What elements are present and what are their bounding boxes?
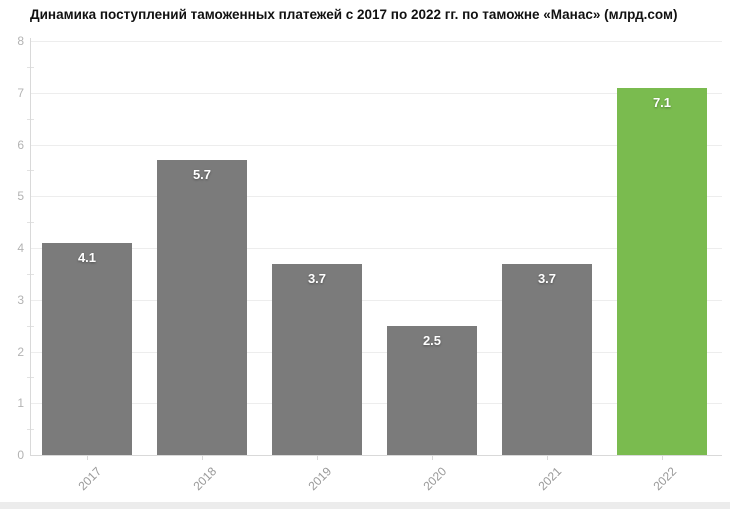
bar-value-label-2020: 2.5 xyxy=(422,332,442,348)
gridline-2 xyxy=(30,351,722,353)
y-tick-label-3: 3 xyxy=(17,292,24,307)
y-tick-label-4: 4 xyxy=(17,241,24,255)
y-axis-line xyxy=(30,38,31,455)
x-tick-2021 xyxy=(547,456,548,460)
x-tick-2019 xyxy=(317,456,318,460)
bar-value-label-2022: 7.1 xyxy=(652,94,672,110)
gridline-8 xyxy=(30,41,722,42)
bar-2022[interactable] xyxy=(617,87,707,455)
gridline-7 xyxy=(30,92,722,94)
y-tick-label-5: 5 xyxy=(17,189,24,204)
gridline-4 xyxy=(30,248,722,249)
bar-value-label-2018: 5.7 xyxy=(192,167,212,182)
x-tick-2020 xyxy=(432,456,433,460)
gridline-1 xyxy=(30,403,722,405)
bar-2021[interactable] xyxy=(502,263,592,455)
bottom-edge-strip xyxy=(0,502,730,509)
x-axis-line xyxy=(30,455,722,456)
x-tick-2017 xyxy=(87,456,88,460)
bar-value-label-2021: 3.7 xyxy=(537,270,557,286)
y-tick-label-8: 8 xyxy=(17,34,24,48)
y-tick-label-2: 2 xyxy=(17,344,24,359)
bar-2018[interactable] xyxy=(157,160,247,455)
y-tick-label-0: 0 xyxy=(17,448,24,462)
x-tick-2022 xyxy=(662,456,663,460)
bar-2019[interactable] xyxy=(272,263,362,455)
gridline-3 xyxy=(30,299,722,301)
gridline-5 xyxy=(30,196,722,198)
bar-2017[interactable] xyxy=(42,242,132,455)
x-tick-2018 xyxy=(202,456,203,460)
chart-title: Динамика поступлений таможенных платежей… xyxy=(30,7,678,22)
y-tick-label-1: 1 xyxy=(17,396,24,411)
bar-value-label-2017: 4.1 xyxy=(77,249,97,265)
bar-value-label-2019: 3.7 xyxy=(307,270,327,286)
bar-2020[interactable] xyxy=(387,325,477,455)
gridline-6 xyxy=(30,144,722,146)
y-tick-label-7: 7 xyxy=(17,85,24,100)
y-tick-label-6: 6 xyxy=(17,137,24,152)
